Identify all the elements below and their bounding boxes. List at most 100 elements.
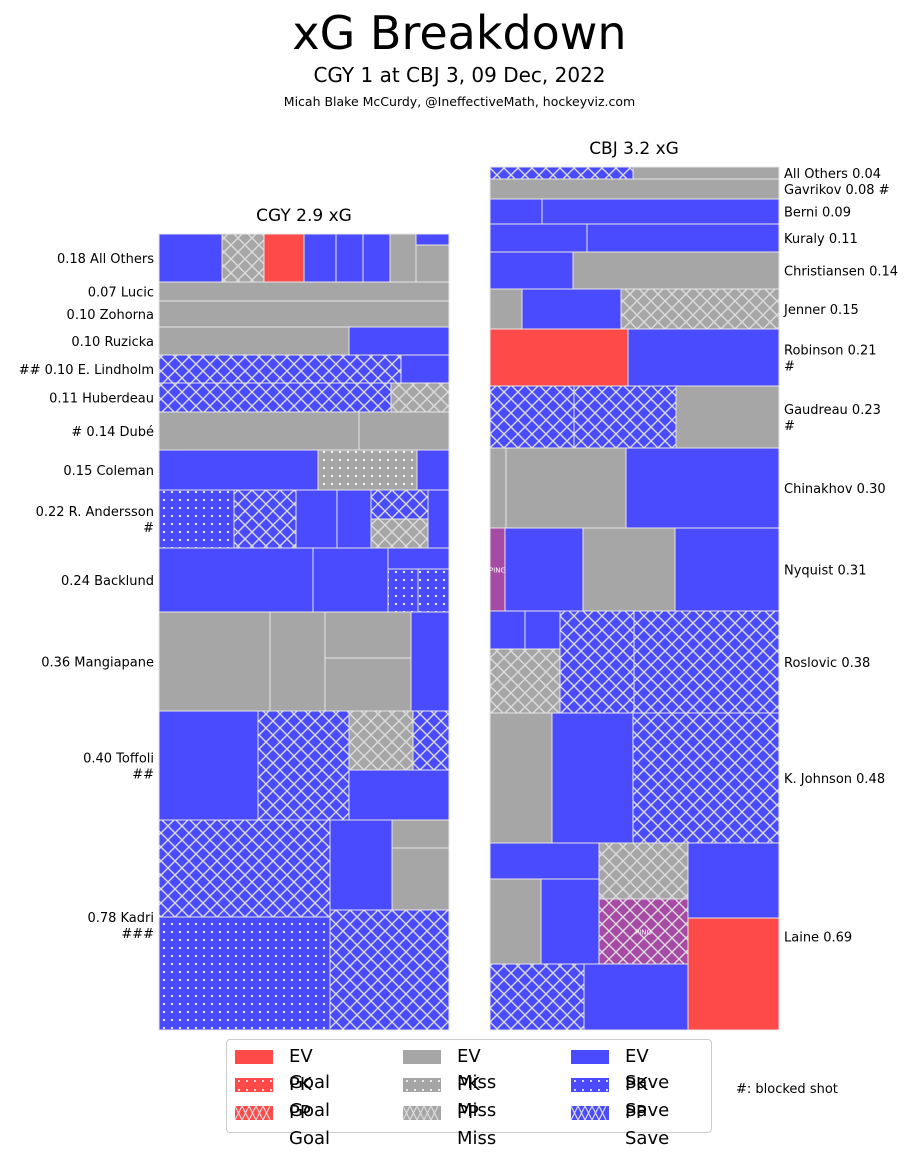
shot-miss-ev xyxy=(632,166,780,180)
shot-save-ev xyxy=(158,449,319,491)
player-label: # xyxy=(143,521,154,536)
player-label: All Others 0.04 xyxy=(784,167,881,182)
player-group: Robinson 0.21# xyxy=(489,328,877,387)
player-group: PING Laine 0.69 xyxy=(489,842,852,1031)
shot-miss-ev xyxy=(389,233,417,283)
shot-save-ev xyxy=(541,198,780,225)
shot-pattern-pk xyxy=(318,450,417,490)
shot-save-ev xyxy=(489,251,574,290)
player-label: 0.15 Coleman xyxy=(63,464,154,479)
shot-save-ev xyxy=(348,326,450,356)
player-label: Jenner 0.15 xyxy=(783,303,859,318)
player-group: Jenner 0.15 xyxy=(489,288,859,330)
shot-save-ev xyxy=(329,819,393,911)
shot-pattern-pp xyxy=(159,355,401,383)
shot-goal-ev xyxy=(687,917,780,1031)
shot-miss-ev xyxy=(391,847,450,911)
shot-save-ev xyxy=(489,842,600,880)
legend-swatch-goal-ev xyxy=(235,1050,273,1064)
shot-miss-ev xyxy=(489,178,780,200)
player-label: 0.10 Zohorna xyxy=(67,308,154,323)
legend-label: PP Miss xyxy=(457,1102,497,1149)
legend-label: EV Goal xyxy=(289,1046,330,1093)
shot-miss-ev xyxy=(572,251,780,290)
shot-save-ev xyxy=(158,233,223,283)
shot-pattern-pp xyxy=(490,964,584,1030)
blocked-shot-note: #: blocked shot xyxy=(736,1082,838,1097)
player-label: K. Johnson 0.48 xyxy=(784,772,885,787)
player-label: ## 0.10 E. Lindholm xyxy=(19,363,154,378)
legend-label: PP Save xyxy=(625,1102,670,1149)
player-label: Kuraly 0.11 xyxy=(784,232,858,247)
legend-label: PK Save xyxy=(625,1074,670,1121)
player-group: 0.78 Kadri### xyxy=(87,819,450,1031)
player-group: PING Nyquist 0.31 xyxy=(489,527,866,612)
legend-label: PK Goal xyxy=(289,1074,330,1121)
player-group: # 0.14 Dubé xyxy=(71,411,450,451)
shot-pattern-pp xyxy=(234,490,296,548)
legend-swatch-save-ev xyxy=(571,1050,609,1064)
shot-miss-ev xyxy=(324,611,412,659)
player-label: 0.78 Kadri xyxy=(87,911,154,926)
shot-pattern-pp xyxy=(391,383,449,412)
player-label: # xyxy=(784,360,795,375)
shot-save-ev xyxy=(583,963,689,1031)
player-label: Berni 0.09 xyxy=(784,206,851,221)
legend: EV Goal PK Goal PP Goal EV Miss PK Miss PP Mi… xyxy=(226,1039,712,1149)
player-label: 0.18 All Others xyxy=(57,252,154,267)
player-group: Gavrikov 0.08 # xyxy=(489,178,890,200)
player-group: Roslovic 0.38 xyxy=(489,610,870,714)
shot-miss-ev xyxy=(358,411,450,451)
legend-swatch-save-pp xyxy=(571,1106,609,1120)
shot-pattern-pp xyxy=(490,649,560,713)
player-label: 0.36 Mangiapane xyxy=(41,656,154,671)
legend-label: EV Miss xyxy=(457,1046,497,1093)
shot-miss-ev xyxy=(324,657,412,712)
player-label: Laine 0.69 xyxy=(784,931,852,946)
shot-miss-ev xyxy=(158,326,350,356)
panel-title-cgy: CGY 2.9 xG xyxy=(256,206,352,226)
shot-save-ev xyxy=(489,223,588,253)
shot-pattern-pp xyxy=(371,490,428,519)
shot-save-ev xyxy=(303,233,337,283)
shot-miss-ev xyxy=(158,611,271,712)
shot-pattern-pp xyxy=(560,611,634,713)
player-label: Christiansen 0.14 xyxy=(784,265,898,280)
shot-save-ev xyxy=(387,547,450,570)
player-label: ### xyxy=(121,927,154,942)
shot-save-ev xyxy=(427,489,450,549)
shot-pattern-pp xyxy=(490,167,633,179)
panel-title-cbj: CBJ 3.2 xG xyxy=(589,139,679,159)
shot-pattern-pp xyxy=(371,519,428,548)
shot-save-ev xyxy=(504,527,584,612)
shot-miss-ev xyxy=(158,300,450,328)
legend-swatch-save-pk xyxy=(571,1078,609,1092)
player-group: 0.07 Lucic xyxy=(88,281,450,302)
player-label: ## xyxy=(132,768,154,783)
shot-miss-ev xyxy=(489,447,507,529)
shot-pattern-pp xyxy=(349,711,413,770)
shot-save-ev xyxy=(625,447,780,529)
player-group: Gaudreau 0.23# xyxy=(489,385,881,449)
player-group: 0.11 Huberdeau xyxy=(49,382,450,413)
shot-miss-ev xyxy=(158,281,450,302)
shot-save-ev xyxy=(158,710,259,821)
player-label: 0.24 Backlund xyxy=(61,574,154,589)
shot-miss-ev xyxy=(415,244,450,283)
legend-swatch-goal-pk xyxy=(235,1078,273,1092)
shot-save-ev xyxy=(551,712,634,844)
player-group: Christiansen 0.14 xyxy=(489,251,898,290)
shot-pattern-pk xyxy=(159,490,234,548)
legend-swatch-miss-pk xyxy=(403,1078,441,1092)
shot-save-ev xyxy=(336,489,372,549)
legend-swatch-goal-pp xyxy=(235,1106,273,1120)
shot-miss-ev xyxy=(489,712,553,844)
shot-save-ev xyxy=(524,610,561,650)
player-label: Robinson 0.21 xyxy=(784,344,877,359)
shot-save-ev xyxy=(415,233,450,246)
player-group: 0.24 Backlund xyxy=(61,547,450,613)
player-label: # 0.14 Dubé xyxy=(71,425,154,440)
player-group: 0.22 R. Andersson# xyxy=(36,489,450,549)
shot-pattern-pp xyxy=(490,386,574,448)
